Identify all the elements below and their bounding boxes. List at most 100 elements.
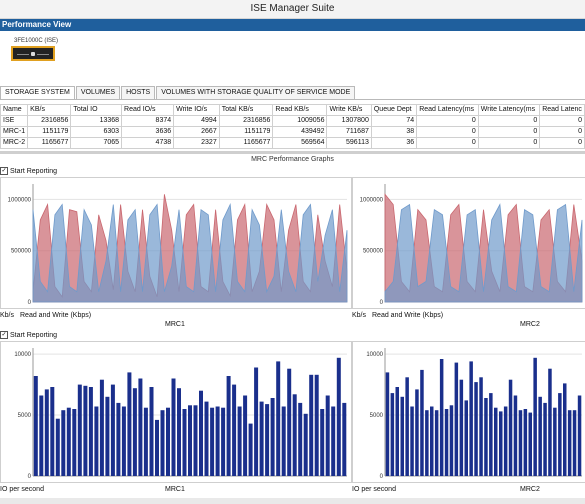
- bar: [405, 377, 409, 476]
- bar: [99, 379, 104, 476]
- device-indicator-icon: [31, 52, 35, 56]
- legend-label: Read and Write (Kbps): [372, 312, 444, 319]
- table-cell: 0: [477, 126, 541, 138]
- bar: [528, 412, 532, 476]
- bar: [479, 377, 483, 476]
- column-header[interactable]: Write KB/s: [326, 104, 372, 116]
- bar: [494, 407, 498, 476]
- bar: [533, 357, 537, 476]
- column-header[interactable]: KB/s: [27, 104, 72, 116]
- mrc1-iops-chart: 0 5000 10000: [0, 341, 352, 483]
- device-label: 3FE1000C (ISE): [14, 38, 59, 44]
- table-row[interactable]: MRC-2 1165677 7065 4738 2327 1165677 569…: [0, 137, 585, 149]
- bar: [449, 405, 454, 476]
- column-header[interactable]: Read KB/s: [272, 104, 328, 116]
- bar: [314, 374, 319, 476]
- table-row[interactable]: MRC-1 1151179 6303 3636 2667 1151179 439…: [0, 126, 585, 138]
- mrc1-throughput-chart: 0 500000 1000000: [0, 177, 352, 309]
- tab-bar: STORAGE SYSTEM VOLUMES HOSTS VOLUMES WIT…: [0, 86, 356, 99]
- chart-title: MRC1: [165, 486, 185, 493]
- bar: [410, 406, 414, 476]
- table-cell: 1165677: [218, 137, 274, 149]
- bar: [309, 374, 314, 476]
- bar: [523, 409, 528, 476]
- bar: [61, 410, 66, 476]
- bar: [177, 388, 181, 476]
- table-cell: 569564: [272, 137, 328, 149]
- bar: [548, 368, 552, 476]
- table-cell: 0: [539, 137, 585, 149]
- column-header[interactable]: Write IO/s: [173, 104, 220, 116]
- tab-volumes[interactable]: VOLUMES: [75, 86, 121, 99]
- bar: [44, 389, 49, 476]
- bar: [248, 423, 253, 476]
- table-cell: 1151179: [218, 126, 274, 138]
- bar: [138, 378, 143, 476]
- table-cell: 0: [477, 115, 541, 127]
- bar: [444, 409, 449, 476]
- bar: [199, 390, 203, 476]
- bar: [127, 372, 132, 476]
- start-reporting-checkbox-2[interactable]: ✓: [0, 331, 8, 339]
- bar: [558, 393, 562, 476]
- tab-storage-system[interactable]: STORAGE SYSTEM: [0, 86, 75, 99]
- table-cell: 0: [416, 126, 479, 138]
- chart-svg: 0 500000 1000000: [360, 184, 583, 306]
- y-tick-label: 500000: [363, 249, 384, 255]
- bar: [259, 401, 264, 476]
- column-header[interactable]: Name: [0, 104, 29, 116]
- bar: [237, 406, 242, 476]
- column-header[interactable]: Read IO/s: [121, 104, 175, 116]
- y-units-label: IO per second: [352, 486, 396, 493]
- tab-hosts[interactable]: HOSTS: [121, 86, 156, 99]
- table-cell: 1307800: [326, 115, 372, 127]
- bar: [182, 409, 187, 476]
- table-cell: 0: [416, 137, 479, 149]
- start-reporting-checkbox-1[interactable]: ✓: [0, 167, 8, 175]
- start-reporting-row-2[interactable]: ✓ Start Reporting: [0, 331, 57, 339]
- bar: [66, 407, 71, 476]
- bar: [415, 389, 419, 476]
- bar: [243, 395, 248, 476]
- table-cell: 8374: [121, 115, 175, 127]
- bar: [160, 410, 165, 476]
- tab-volumes-qos[interactable]: VOLUMES WITH STORAGE QUALITY OF SERVICE …: [156, 86, 356, 99]
- bar: [88, 387, 93, 476]
- bar: [292, 394, 297, 476]
- device-button[interactable]: [11, 46, 55, 61]
- y-units-label: IO per second: [0, 486, 44, 493]
- bar: [342, 402, 347, 476]
- bar: [434, 410, 439, 476]
- bar: [204, 401, 209, 476]
- bar: [439, 359, 444, 476]
- column-header[interactable]: Read Latency(ms: [416, 104, 479, 116]
- table-cell: 38: [370, 126, 418, 138]
- performance-view-header: Performance View: [0, 19, 585, 31]
- column-header[interactable]: Write Latency(ms: [477, 104, 541, 116]
- table-cell: MRC-2: [0, 137, 29, 149]
- bar: [50, 387, 55, 476]
- bar: [499, 411, 503, 476]
- bar: [215, 406, 220, 476]
- column-header[interactable]: Queue Dept: [370, 104, 418, 116]
- table-row[interactable]: ISE 2316856 13368 8374 4994 2316856 1009…: [0, 115, 585, 127]
- table-cell: 2327: [173, 137, 220, 149]
- y-tick-label: 10000: [14, 352, 31, 358]
- start-reporting-row-1[interactable]: ✓ Start Reporting: [0, 167, 57, 175]
- table-cell: 711687: [326, 126, 372, 138]
- splitter[interactable]: [0, 151, 585, 154]
- graphs-section-title: MRC Performance Graphs: [251, 156, 334, 163]
- bar: [508, 379, 513, 476]
- bar: [270, 398, 275, 476]
- window-title: ISE Manager Suite: [0, 0, 585, 19]
- column-header[interactable]: Total KB/s: [218, 104, 274, 116]
- bar: [116, 402, 121, 476]
- table-cell: 2316856: [218, 115, 274, 127]
- bar: [77, 384, 82, 476]
- column-header[interactable]: Read Latenc: [539, 104, 585, 116]
- table-cell: 4738: [121, 137, 175, 149]
- bar: [459, 379, 464, 476]
- bar: [265, 404, 270, 476]
- bar: [226, 376, 231, 476]
- column-header[interactable]: Total IO: [70, 104, 123, 116]
